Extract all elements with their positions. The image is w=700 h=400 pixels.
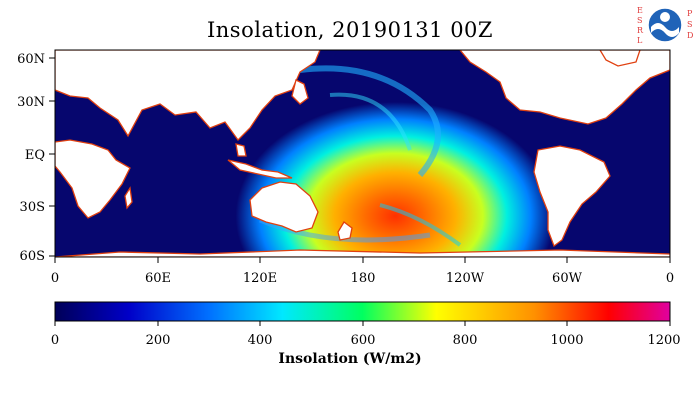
lat-tick-60s: 60S xyxy=(20,249,45,264)
lon-tick-180: 180 xyxy=(351,271,376,286)
svg-text:S: S xyxy=(687,20,692,29)
lon-tick-0-right: 0 xyxy=(666,271,674,286)
colorbar-tick-400: 400 xyxy=(248,333,273,348)
lon-tick-60w: 60W xyxy=(552,271,583,286)
colorbar-label: Insolation (W/m2) xyxy=(278,351,422,367)
map-title: Insolation, 20190131 00Z xyxy=(206,18,494,42)
svg-text:S: S xyxy=(637,16,642,25)
colorbar-tick-200: 200 xyxy=(146,333,171,348)
lon-tick-60e: 60E xyxy=(145,271,171,286)
land-masses xyxy=(55,50,670,257)
lat-tick-eq: EQ xyxy=(25,148,45,163)
svg-text:D: D xyxy=(687,31,693,40)
lat-tick-60n: 60N xyxy=(17,52,45,67)
colorbar-tick-0: 0 xyxy=(51,333,59,348)
svg-text:L: L xyxy=(637,36,643,45)
colorbar-tick-1000: 1000 xyxy=(550,333,583,348)
lat-tick-30n: 30N xyxy=(17,95,45,110)
colorbar-tick-800: 800 xyxy=(453,333,478,348)
colorbar-tick-1200: 1200 xyxy=(647,333,680,348)
lon-tick-120w: 120W xyxy=(446,271,485,286)
svg-text:P: P xyxy=(687,9,693,18)
colorbar-tick-600: 600 xyxy=(351,333,376,348)
svg-text:R: R xyxy=(637,26,644,35)
lat-tick-30s: 30S xyxy=(20,200,45,215)
svg-text:E: E xyxy=(637,6,643,15)
lon-tick-120e: 120E xyxy=(243,271,277,286)
lon-tick-0-left: 0 xyxy=(51,271,59,286)
map-field xyxy=(55,50,670,257)
colorbar xyxy=(54,301,671,322)
psd-letters: PSD xyxy=(687,9,693,40)
